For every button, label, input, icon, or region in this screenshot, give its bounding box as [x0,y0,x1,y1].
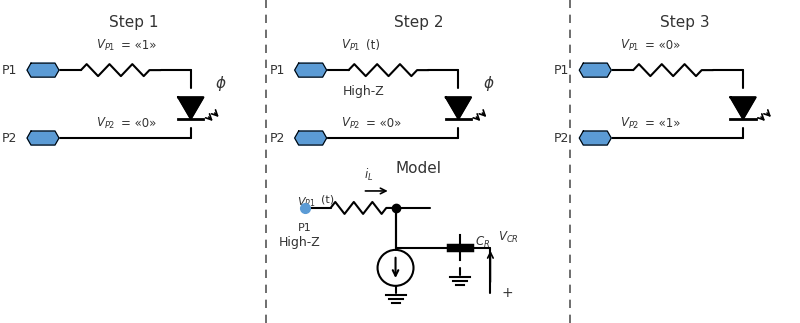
Text: High-Z: High-Z [278,236,321,249]
Text: (t): (t) [321,195,334,205]
Text: P1: P1 [270,64,285,77]
Text: = «1»: = «1» [121,39,156,52]
Polygon shape [27,131,59,145]
Polygon shape [730,97,756,119]
Polygon shape [27,63,59,77]
Polygon shape [178,97,203,119]
Text: = «0»: = «0» [366,117,401,130]
Text: = «1»: = «1» [646,117,681,130]
Text: P1: P1 [298,223,311,233]
Text: Model: Model [395,161,442,176]
Text: $V_{CR}$: $V_{CR}$ [498,230,519,245]
Polygon shape [579,63,611,77]
Text: Step 3: Step 3 [660,15,710,30]
Polygon shape [294,131,326,145]
Text: $V_{P1}$: $V_{P1}$ [297,195,315,209]
Text: = «0»: = «0» [646,39,681,52]
Polygon shape [446,97,471,119]
Text: P2: P2 [270,131,285,144]
Polygon shape [579,131,611,145]
Text: ϕ: ϕ [483,76,494,91]
Text: +: + [502,286,513,300]
Text: $V_{P2}$: $V_{P2}$ [341,116,360,130]
Text: P2: P2 [2,131,17,144]
Text: $i_L$: $i_L$ [364,167,374,183]
Text: = «0»: = «0» [121,117,156,130]
Text: P2: P2 [554,131,570,144]
Text: $V_{P1}$: $V_{P1}$ [620,37,640,53]
Text: $V_{P2}$: $V_{P2}$ [620,116,640,130]
Text: ϕ: ϕ [216,76,226,91]
Text: Step 2: Step 2 [394,15,443,30]
Text: Step 1: Step 1 [109,15,158,30]
Text: $C_R$: $C_R$ [475,235,490,250]
Text: P1: P1 [554,64,570,77]
Text: P1: P1 [2,64,17,77]
Text: $V_{P1}$: $V_{P1}$ [341,37,360,53]
Text: (t): (t) [366,39,379,52]
Text: $V_{P2}$: $V_{P2}$ [96,116,115,130]
Text: $V_{P1}$: $V_{P1}$ [96,37,115,53]
Polygon shape [294,63,326,77]
Text: High-Z: High-Z [342,85,384,98]
